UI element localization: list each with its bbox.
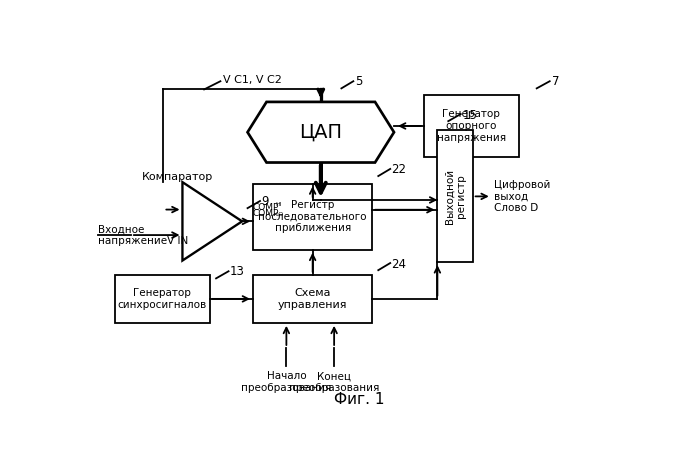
Text: HI: HI (276, 202, 282, 207)
Text: COMP: COMP (253, 203, 279, 212)
Polygon shape (248, 102, 394, 163)
Text: 7: 7 (552, 75, 559, 88)
Text: 24: 24 (391, 257, 406, 270)
Bar (115, 275, 209, 323)
Text: 5: 5 (356, 75, 363, 88)
Text: COMP: COMP (253, 209, 279, 218)
Text: Выходной
регистр: Выходной регистр (444, 169, 466, 224)
Text: Конец
преобразования: Конец преобразования (289, 371, 379, 393)
Text: 15: 15 (463, 109, 478, 122)
Text: Генератор
опорного
напряжения: Генератор опорного напряжения (437, 109, 506, 143)
Text: Схема
управления: Схема управления (278, 288, 347, 310)
Text: Входное
напряжениеV IN: Входное напряжениеV IN (98, 225, 188, 246)
Text: Компаратор: Компаратор (141, 173, 213, 182)
Text: Начало
преобразования: Начало преобразования (241, 371, 332, 393)
Bar (253, 184, 372, 250)
Bar (424, 95, 519, 157)
Text: Цифровой
выход
Слово D: Цифровой выход Слово D (494, 180, 551, 213)
Polygon shape (183, 182, 242, 261)
Text: V С1, V С2: V С1, V С2 (223, 75, 282, 85)
Text: 13: 13 (230, 265, 244, 278)
Text: LO: LO (276, 212, 284, 217)
Bar (253, 275, 372, 323)
Text: 22: 22 (391, 163, 406, 176)
Text: Генератор
синхросигналов: Генератор синхросигналов (118, 288, 206, 310)
Text: ЦАП: ЦАП (300, 123, 342, 142)
Text: 9: 9 (261, 194, 269, 207)
Bar (438, 131, 472, 263)
Text: Регистр
последовательного
приближения: Регистр последовательного приближения (258, 200, 367, 233)
Text: Фиг. 1: Фиг. 1 (333, 392, 384, 407)
